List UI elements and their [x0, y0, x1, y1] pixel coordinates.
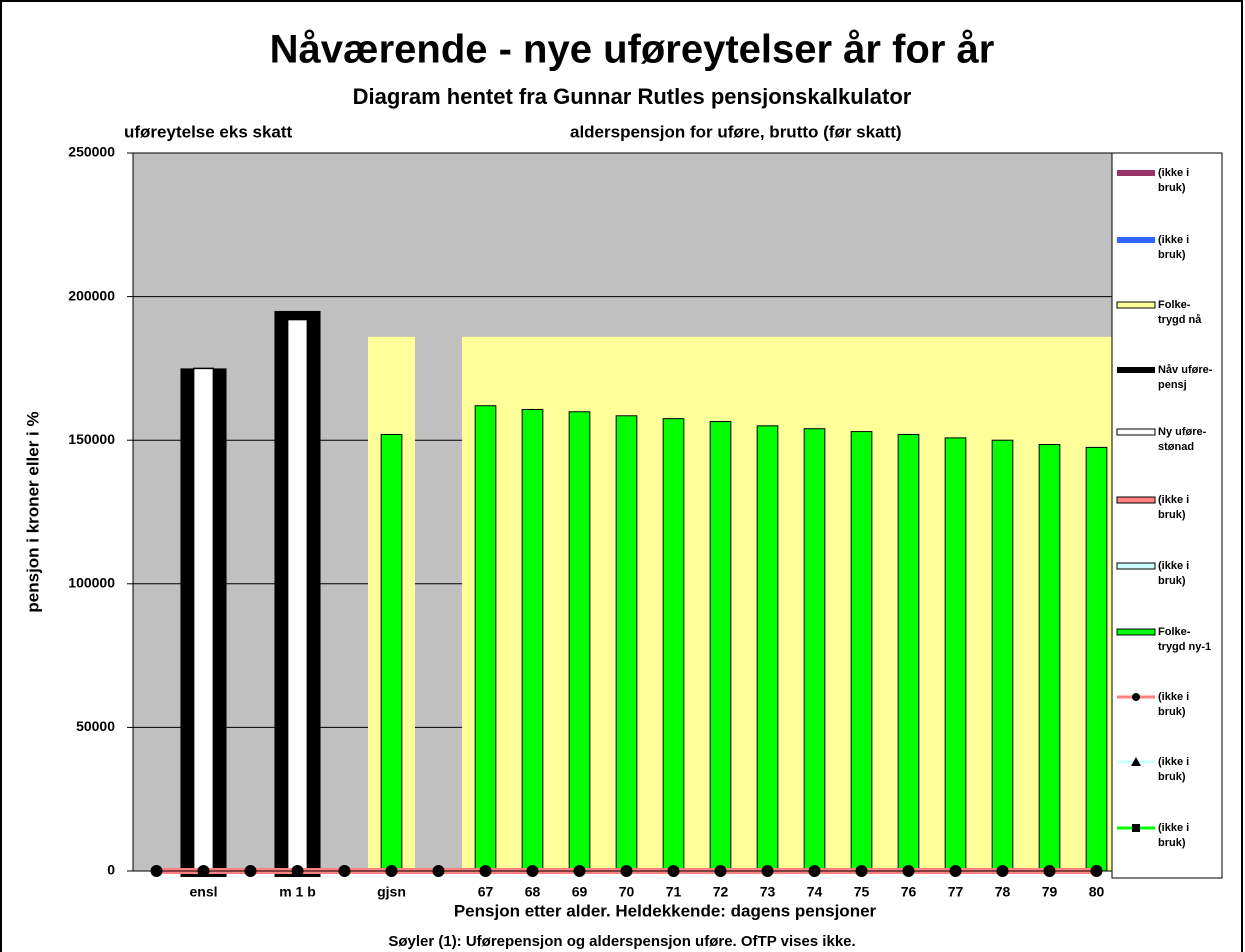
x-tick-label: gjsn [377, 884, 406, 900]
legend-label: Nåv uføre-pensj [1158, 364, 1213, 391]
x-tick-label: 75 [854, 884, 870, 900]
annotation: alderspensjon for uføre, brutto (før ska… [570, 122, 902, 141]
bar [1085, 446, 1108, 872]
legend-label: (ikke i bruk) [1158, 560, 1190, 587]
legend-label: (ikke i bruk) [1158, 691, 1190, 718]
legend-label: (ikke i bruk) [1158, 234, 1190, 261]
y-tick-label: 200000 [68, 287, 115, 303]
bar [1038, 444, 1061, 872]
x-axis-label: Pensjon etter alder. Heldekkende: dagens… [454, 901, 877, 920]
bar [662, 418, 685, 872]
bar [380, 433, 403, 872]
legend-swatch [1116, 496, 1156, 504]
x-tick-label: 72 [713, 884, 729, 900]
legend-swatch [1116, 562, 1156, 570]
bar [756, 425, 779, 872]
chart-title: Nåværende - nye uføreytelser år for år [270, 28, 995, 72]
y-tick-label: 250000 [68, 144, 115, 160]
bar [991, 439, 1014, 872]
y-tick-label: 50000 [76, 718, 115, 734]
bar [568, 411, 591, 872]
x-tick-label: ensl [189, 884, 217, 900]
y-tick-label: 0 [107, 862, 115, 878]
y-tick-label: 150000 [68, 431, 115, 447]
x-tick-label: 67 [478, 884, 494, 900]
legend-swatch [1116, 628, 1156, 636]
y-tick-label: 100000 [68, 575, 115, 591]
x-tick-label: 69 [572, 884, 588, 900]
x-tick-label: 71 [666, 884, 682, 900]
bar [286, 318, 309, 872]
legend-swatch [1132, 693, 1140, 701]
x-tick-label: 77 [948, 884, 964, 900]
x-tick-label: 74 [807, 884, 823, 900]
legend-swatch [1117, 170, 1155, 176]
legend-swatch [1117, 237, 1155, 243]
x-tick-label: 70 [619, 884, 635, 900]
legend-swatch [1131, 757, 1141, 766]
x-tick-label: m 1 b [279, 884, 316, 900]
chart-subtitle: Diagram hentet fra Gunnar Rutles pensjon… [353, 84, 912, 109]
legend-label: Folke-trygd ny-1 [1158, 626, 1212, 653]
bar [709, 421, 732, 872]
footnote: Søyler (1): Uførepensjon og alderspensjo… [388, 933, 855, 950]
legend-label: Ny uføre-stønad [1158, 426, 1207, 453]
bar [897, 433, 920, 872]
x-tick-label: 76 [901, 884, 917, 900]
legend-label: (ikke i bruk) [1158, 494, 1190, 521]
legend-label: (ikke i bruk) [1158, 822, 1190, 849]
bar [521, 408, 544, 872]
x-tick-label: 80 [1089, 884, 1105, 900]
x-tick-label: 68 [525, 884, 541, 900]
bar [850, 431, 873, 872]
legend-swatch [1116, 428, 1156, 436]
legend-swatch [1116, 301, 1156, 309]
bar [803, 428, 826, 872]
x-tick-label: 79 [1042, 884, 1058, 900]
legend-swatch [1117, 367, 1155, 373]
bar [474, 405, 497, 872]
legend-swatch [1132, 824, 1140, 832]
x-tick-label: 78 [995, 884, 1011, 900]
legend-label: (ikke i bruk) [1158, 167, 1190, 194]
bar [192, 367, 215, 872]
annotation: uføreytelse eks skatt [124, 122, 293, 141]
y-axis-label: pensjon i kroner eller i % [23, 411, 42, 612]
legend-label: (ikke i bruk) [1158, 756, 1190, 783]
bar [615, 415, 638, 872]
legend [1111, 152, 1223, 879]
legend-label: Folke-trygd nå [1158, 299, 1202, 326]
x-tick-label: 73 [760, 884, 776, 900]
bar [944, 437, 967, 872]
